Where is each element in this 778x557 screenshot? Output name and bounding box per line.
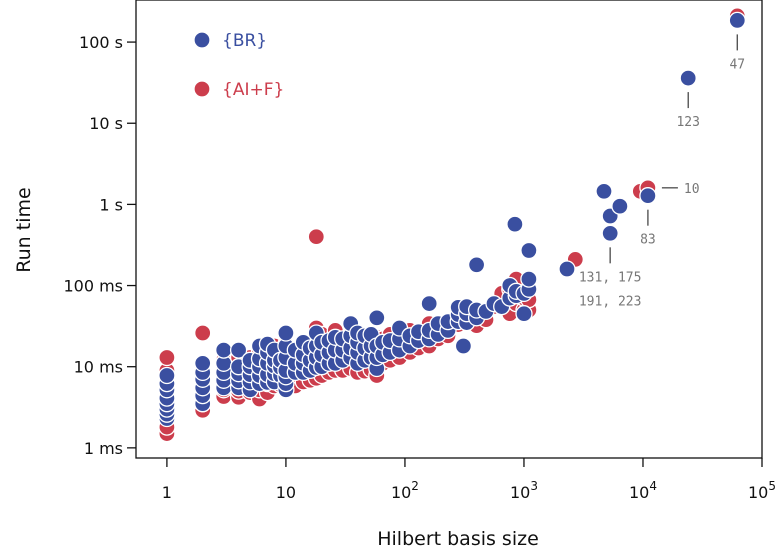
data-point [454, 337, 473, 355]
data-point [506, 215, 524, 233]
data-point [194, 354, 212, 372]
x-tick-label: 104 [629, 479, 657, 502]
y-tick-label: 10 ms [74, 358, 123, 377]
data-point [515, 305, 533, 323]
y-axis-title: Run time [13, 187, 35, 272]
x-tick-label: 102 [391, 479, 419, 502]
annotation-label: 191, 223 [579, 294, 642, 309]
data-point [277, 324, 295, 342]
data-point [728, 11, 746, 30]
data-point [601, 224, 619, 242]
y-tick-label: 10 s [89, 114, 123, 133]
x-tick-exponent: 4 [649, 479, 657, 493]
data-point [520, 241, 538, 260]
y-axis-ticks: 1 ms 10 ms 100 ms 1 s 10 s 100 s [63, 33, 136, 458]
legend-label: {AI+F} [222, 80, 284, 100]
annotation-layer: 47 123 10 83 131, 175 191, 223 [579, 34, 745, 309]
x-tick-exponent: 2 [411, 479, 419, 493]
x-tick-label: 105 [748, 479, 776, 502]
annotation-label: 123 [676, 115, 699, 130]
data-point [368, 309, 386, 327]
x-tick-exponent: 5 [768, 479, 776, 493]
annotation-label: 131, 175 [579, 270, 642, 285]
x-axis-title: Hilbert basis size [377, 528, 539, 550]
x-tick-label: 103 [510, 479, 538, 502]
data-point [467, 256, 486, 274]
data-point [520, 270, 538, 288]
data-point [639, 187, 657, 205]
y-tick-label: 100 s [79, 33, 123, 52]
x-tick-exponent: 3 [530, 479, 538, 493]
data-point [558, 260, 576, 278]
data-point [158, 366, 176, 385]
y-tick-label: 1 ms [84, 439, 123, 458]
y-tick-label: 100 ms [63, 277, 123, 296]
data-point [158, 348, 176, 367]
plot-area-frame [135, 0, 763, 459]
data-point [194, 324, 212, 342]
data-point [307, 228, 325, 246]
annotation-label: 83 [640, 233, 656, 248]
data-point [611, 197, 629, 215]
legend-marker [193, 31, 211, 49]
legend: {BR} {AI+F} [193, 31, 284, 100]
data-point [679, 69, 697, 87]
x-axis-ticks: 1 10 102 103 104 105 [162, 458, 776, 502]
legend-label: {BR} [222, 31, 267, 51]
y-tick-label: 1 s [99, 195, 123, 214]
series-layer [158, 7, 746, 443]
x-tick-label: 1 [162, 483, 172, 502]
data-point [595, 182, 613, 200]
annotation-label: 47 [729, 57, 745, 72]
annotation-label: 10 [684, 182, 700, 197]
data-point [420, 294, 438, 313]
data-point [229, 341, 248, 359]
legend-marker [193, 80, 211, 98]
data-point [215, 341, 233, 359]
x-tick-label: 10 [276, 483, 296, 502]
series-br [158, 11, 746, 428]
